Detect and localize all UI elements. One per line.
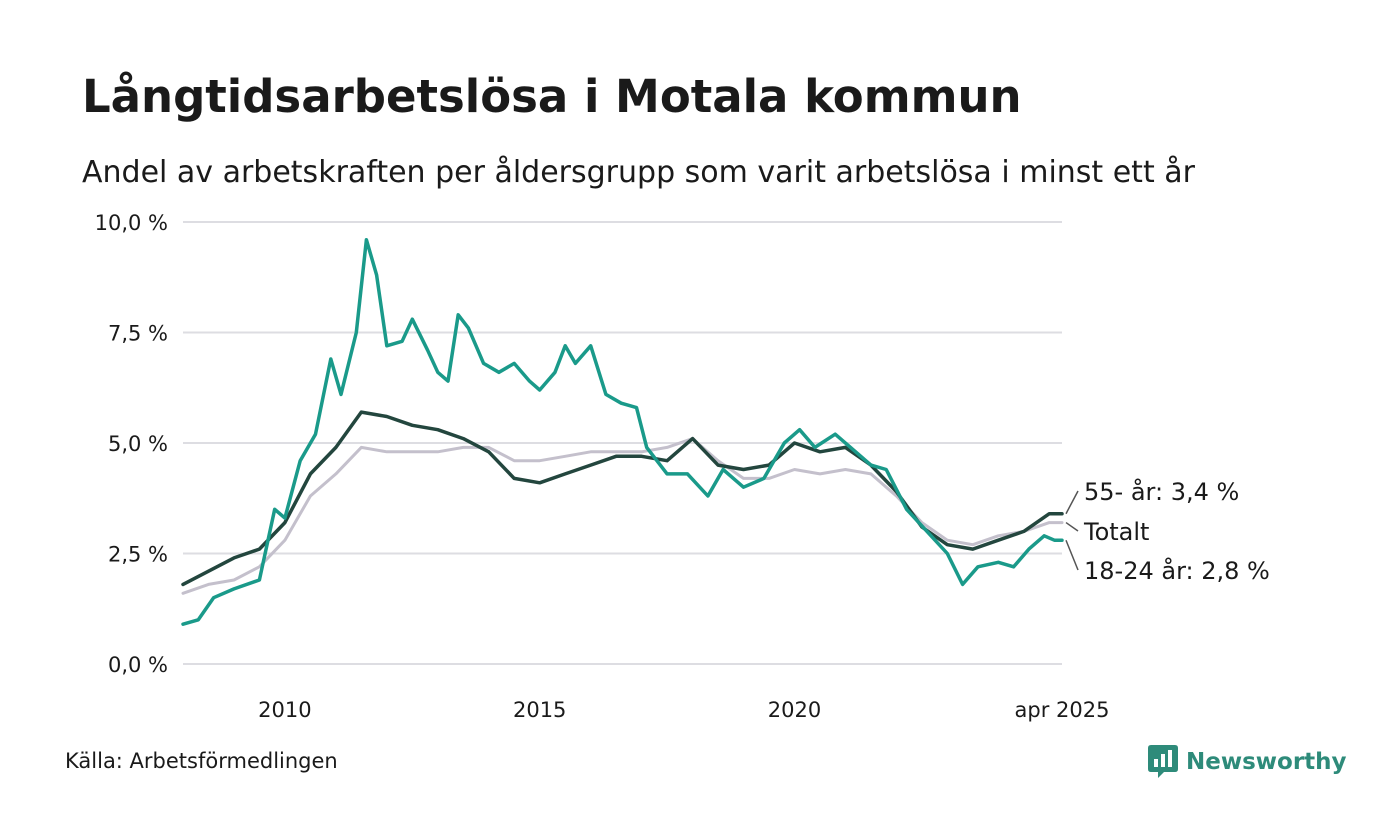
y-axis-labels: 0,0 % 2,5 % 5,0 % 7,5 % 10,0 % [95,211,168,677]
y-tick-label: 7,5 % [108,322,168,346]
y-tick-label: 0,0 % [108,653,168,677]
chart-subtitle: Andel av arbetskraften per åldersgrupp s… [82,155,1195,190]
end-labels: Totalt 55- år: 3,4 % 18-24 år: 2,8 % [1065,477,1270,585]
end-label-connector-total [1065,521,1079,532]
brand-name: Newsworthy [1186,749,1347,775]
x-axis-labels: 2010 2015 2020 apr 2025 [258,698,1109,722]
end-label-connector-young [1065,539,1079,571]
y-tick-label: 5,0 % [108,432,168,456]
series-lines [181,237,1064,626]
series-line-total [181,437,1064,595]
chart-title: Långtidsarbetslösa i Motala kommun [82,70,1022,123]
newsworthy-logo-icon [1148,745,1178,778]
x-tick-label: 2010 [258,698,311,722]
x-tick-label: 2015 [513,698,566,722]
brand-logo: Newsworthy [1148,745,1347,779]
end-label-young: 18-24 år: 2,8 % [1084,556,1270,585]
series-line-young [181,237,1064,626]
end-label-total: Totalt [1083,518,1149,546]
x-tick-label: 2020 [768,698,821,722]
y-tick-label: 10,0 % [95,211,168,235]
end-label-connector-old [1065,490,1079,515]
end-label-old: 55- år: 3,4 % [1084,477,1239,506]
grid [183,221,1062,665]
x-tick-label: apr 2025 [1015,698,1110,722]
y-tick-label: 2,5 % [108,543,168,567]
source-note: Källa: Arbetsförmedlingen [65,749,338,773]
